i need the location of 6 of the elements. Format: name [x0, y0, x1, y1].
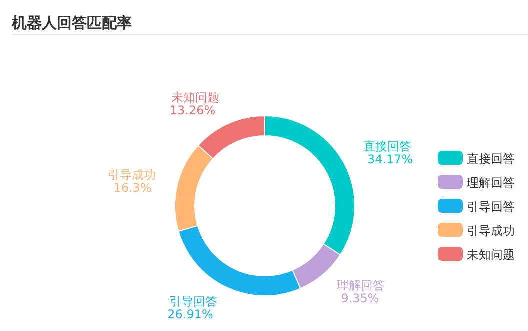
legend-label: 直接回答: [467, 152, 515, 166]
legend-label: 引导成功: [467, 224, 515, 238]
legend-label: 未知问题: [467, 248, 515, 262]
legend-label: 理解回答: [467, 176, 515, 190]
title: 机器人回答匹配率: [12, 14, 132, 32]
legend-label: 引导回答: [467, 200, 515, 214]
